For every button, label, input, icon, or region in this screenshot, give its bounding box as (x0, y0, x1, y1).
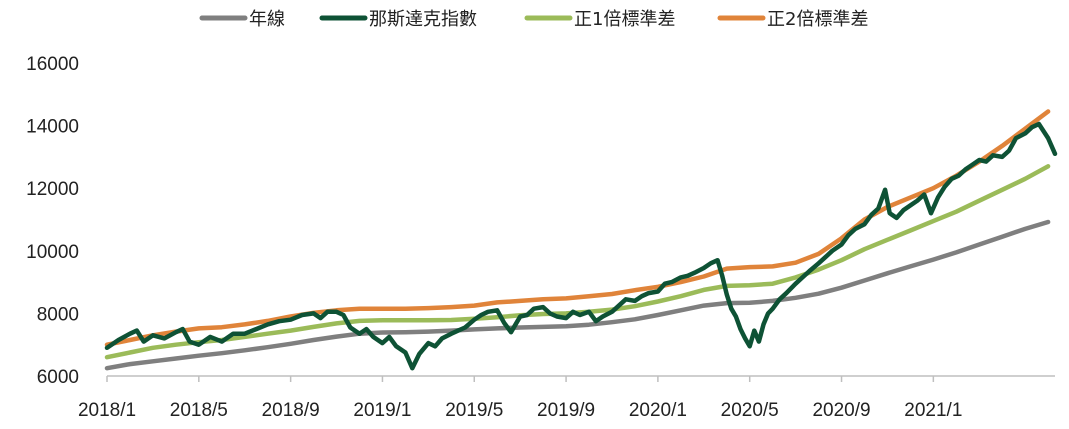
x-tick-label: 2018/5 (170, 400, 228, 421)
legend-label: 正2倍標準差 (767, 9, 868, 30)
x-tick-label: 2019/5 (445, 400, 503, 421)
legend-label: 那斯達克指數 (369, 9, 477, 30)
series-line-plus2sd (104, 109, 1051, 347)
x-tick-label: 2020/1 (629, 400, 687, 421)
x-tick-label: 2020/5 (721, 400, 779, 421)
plot-area (104, 109, 1058, 371)
series-line-annual (104, 219, 1051, 371)
x-tick-label: 2021/1 (904, 400, 962, 421)
x-axis: 2018/1 2018/5 2018/9 2019/1 2019/5 2019/9 2020… (78, 375, 1055, 421)
y-tick-label: 8000 (37, 304, 79, 325)
x-tick-label: 2019/1 (353, 400, 411, 421)
legend-label: 正1倍標準差 (574, 9, 675, 30)
y-tick-label: 12000 (26, 179, 79, 200)
y-tick-label: 14000 (26, 117, 79, 138)
y-axis: 6000 8000 10000 12000 14000 16000 (26, 54, 79, 388)
series-line-plus1sd (104, 164, 1051, 360)
x-tick-label: 2019/9 (537, 400, 595, 421)
x-tick-label: 2020/9 (812, 400, 870, 421)
legend-label: 年線 (249, 9, 285, 30)
x-tick-label: 2018/9 (262, 400, 320, 421)
x-tick-label: 2018/1 (78, 400, 136, 421)
y-tick-label: 6000 (37, 367, 79, 388)
y-tick-label: 10000 (26, 242, 79, 263)
y-tick-label: 16000 (26, 54, 79, 75)
series-line-nasdaq (104, 121, 1058, 371)
legend: 年線 那斯達克指數 正1倍標準差 正2倍標準差 (199, 9, 868, 30)
